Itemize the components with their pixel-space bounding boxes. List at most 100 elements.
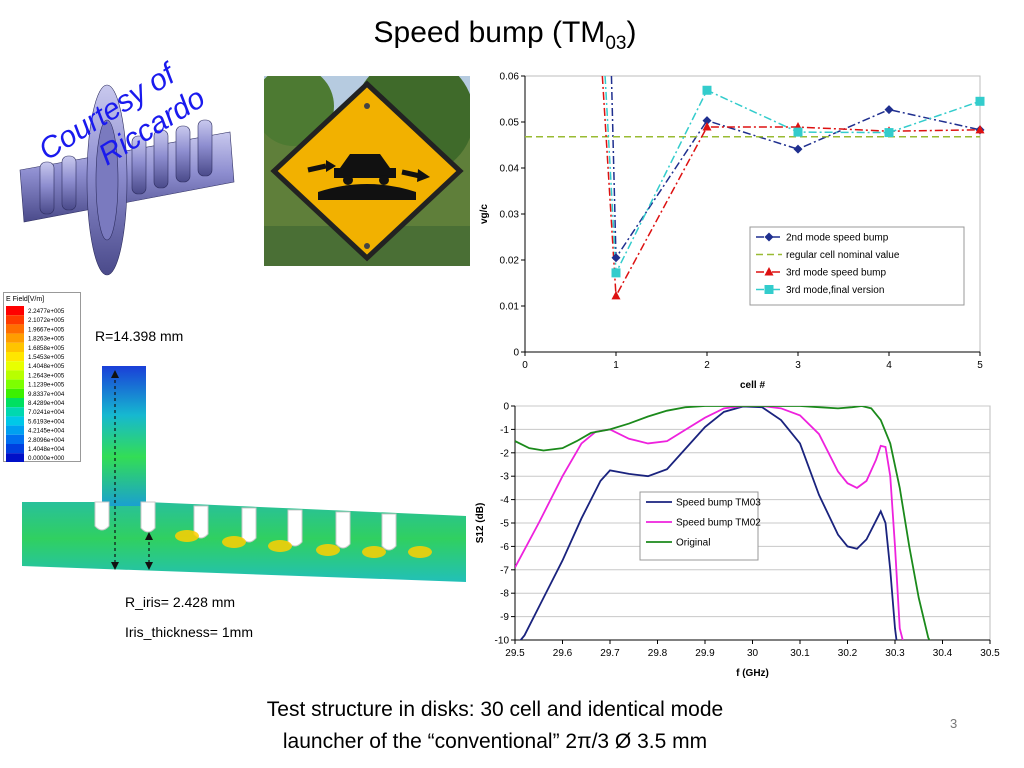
x-tick-label: 1 xyxy=(613,360,619,371)
legend-swatch xyxy=(6,324,24,334)
e-field-legend: E Field[V/m] 2.2477e+005 2.1072e+005 1.966… xyxy=(3,292,81,462)
data-point xyxy=(764,232,774,242)
x-tick-label: 30.3 xyxy=(885,648,905,659)
legend-value: 5.6193e+004 xyxy=(28,418,65,425)
legend-value: 2.2477e+005 xyxy=(28,308,65,315)
legend-swatch xyxy=(6,407,24,417)
legend-swatch xyxy=(6,352,24,362)
x-tick-label: 4 xyxy=(886,360,892,371)
data-point xyxy=(884,128,894,138)
r-iris-label: R_iris= 2.428 mm xyxy=(125,594,236,610)
y-tick-label: -2 xyxy=(500,448,509,459)
speed-bump-sign-photo xyxy=(264,76,470,266)
legend-entry: 2nd mode speed bump xyxy=(786,233,889,244)
series-line xyxy=(604,76,980,276)
legend-swatch xyxy=(6,398,24,408)
e-field-legend-title: E Field[V/m] xyxy=(6,296,44,303)
y-tick-label: 0.06 xyxy=(500,72,520,83)
x-tick-label: 30 xyxy=(747,648,759,659)
legend-value: 1.2643e+005 xyxy=(28,372,65,379)
radius-label: R=14.398 mm xyxy=(95,328,184,344)
slide-footer: Test structure in disks: 30 cell and ide… xyxy=(200,694,790,758)
iris-thickness-label: Iris_thickness= 1mm xyxy=(125,624,253,640)
legend-entry: Speed bump TM03 xyxy=(676,498,761,509)
legend-value: 4.2145e+004 xyxy=(28,428,65,435)
disk-structure-model-illustration xyxy=(19,84,235,276)
legend-swatch xyxy=(6,370,24,380)
slide-title: Speed bump (TM03) xyxy=(373,16,637,54)
y-tick-label: 0 xyxy=(503,402,509,413)
x-tick-label: 29.5 xyxy=(505,648,525,659)
y-tick-label: 0.01 xyxy=(500,302,520,313)
y-tick-label: 0 xyxy=(513,348,519,359)
data-point xyxy=(702,122,712,131)
data-point xyxy=(702,85,712,95)
data-point xyxy=(611,268,621,278)
y-tick-label: 0.02 xyxy=(500,256,520,267)
chart2-y-axis-label: S12 (dB) xyxy=(475,503,486,544)
legend-value: 7.0241e+004 xyxy=(28,409,65,416)
x-tick-label: 29.9 xyxy=(695,648,715,659)
legend-swatch xyxy=(6,361,24,371)
data-point xyxy=(793,144,803,154)
y-tick-label: -5 xyxy=(500,519,509,530)
y-tick-label: -10 xyxy=(495,636,510,647)
legend-swatch xyxy=(6,306,24,316)
y-tick-label: -6 xyxy=(500,542,509,553)
y-tick-label: -8 xyxy=(500,589,509,600)
x-tick-label: 5 xyxy=(977,360,983,371)
field-simulation-cross-section xyxy=(22,366,466,582)
legend-value: 2.1072e+005 xyxy=(28,317,65,324)
data-point xyxy=(975,96,985,106)
legend-swatch xyxy=(6,379,24,389)
courtesy-text: Courtesy of Riccardo xyxy=(33,56,211,172)
y-tick-label: 0.04 xyxy=(500,164,520,175)
legend-entry: 3rd mode speed bump xyxy=(786,268,887,279)
y-tick-label: 0.03 xyxy=(500,210,520,221)
data-point xyxy=(702,116,712,126)
x-tick-label: 30.5 xyxy=(980,648,1000,659)
legend-value: 1.8263e+005 xyxy=(28,336,65,343)
series-line xyxy=(515,406,931,640)
chart1-x-axis-label: cell # xyxy=(740,380,765,391)
data-point xyxy=(975,124,985,134)
legend-swatch xyxy=(6,434,24,444)
legend-value: 0.0000e+000 xyxy=(28,455,65,462)
chart1-y-axis-label: vg/c xyxy=(479,204,490,224)
data-point xyxy=(764,267,774,276)
legend-swatch xyxy=(6,425,24,435)
legend-swatch xyxy=(6,315,24,325)
legend-value: 1.6858e+005 xyxy=(28,345,65,352)
legend-value: 1.5453e+005 xyxy=(28,354,65,361)
x-tick-label: 30.4 xyxy=(933,648,953,659)
chart1-legend: 2nd mode speed bump regular cell nominal … xyxy=(749,226,965,306)
data-point xyxy=(611,253,621,263)
series-line xyxy=(610,76,980,261)
legend-swatch xyxy=(6,416,24,426)
group-velocity-chart: 0 0.01 0.02 0.03 0.04 0.05 0.06 0 1 2 3 4 5 vg/c cel… xyxy=(479,72,985,391)
chart2-legend: Speed bump TM03 Speed bump TM02 Original xyxy=(639,491,761,561)
legend-swatch xyxy=(6,342,24,352)
x-tick-label: 30.2 xyxy=(838,648,858,659)
data-point xyxy=(793,127,803,137)
legend-value: 9.8337e+004 xyxy=(28,391,65,398)
x-tick-label: 29.8 xyxy=(648,648,668,659)
y-tick-label: -3 xyxy=(500,472,509,483)
legend-value: 1.4048e+005 xyxy=(28,363,65,370)
legend-swatch xyxy=(6,444,24,454)
legend-value: 1.4048e+004 xyxy=(28,446,65,453)
data-point xyxy=(611,290,621,300)
legend-swatch xyxy=(6,388,24,398)
chart2-x-axis-label: f (GHz) xyxy=(736,668,769,679)
x-tick-label: 30.1 xyxy=(790,648,810,659)
x-tick-label: 2 xyxy=(704,360,710,371)
x-tick-label: 29.6 xyxy=(553,648,573,659)
legend-entry: Original xyxy=(676,538,710,549)
y-tick-label: 0.05 xyxy=(500,118,520,129)
legend-entry: Speed bump TM02 xyxy=(676,518,761,529)
page-number: 3 xyxy=(950,716,958,731)
legend-swatch xyxy=(6,453,24,462)
legend-swatch xyxy=(6,333,24,343)
y-tick-label: -1 xyxy=(500,425,509,436)
